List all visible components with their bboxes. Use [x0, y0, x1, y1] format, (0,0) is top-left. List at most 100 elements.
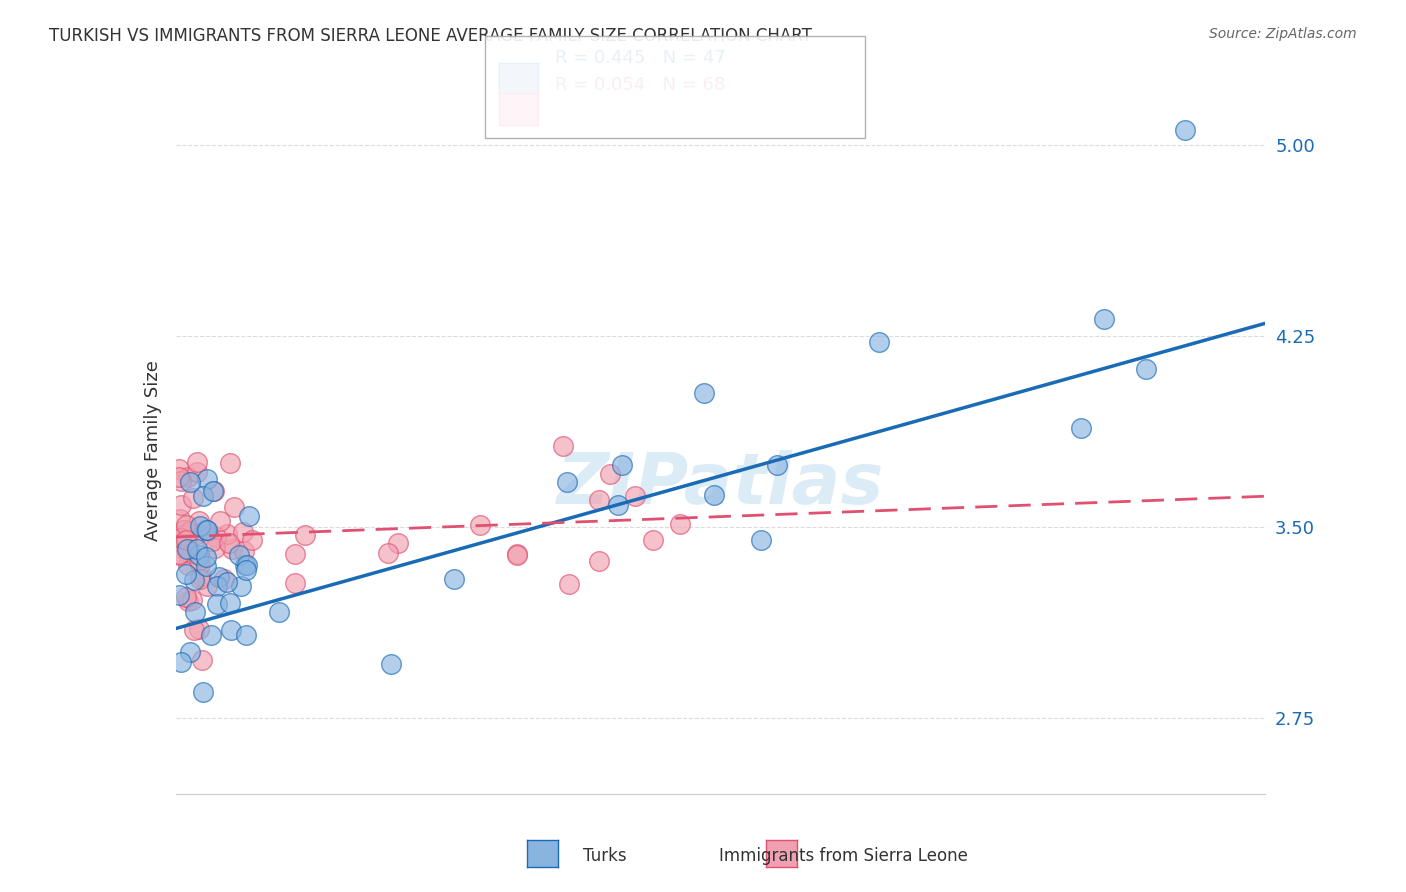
Point [238, 508, 260, 523]
Point [173, 524, 195, 538]
Point [702, 488, 724, 502]
Point [233, 544, 256, 558]
Point [169, 548, 191, 562]
Point [200, 533, 222, 548]
Text: R = 0.445   N = 47: R = 0.445 N = 47 [555, 49, 725, 67]
Point [179, 524, 201, 539]
Point [558, 577, 581, 591]
Point [219, 596, 242, 610]
Point [1135, 362, 1157, 376]
Point [197, 524, 219, 538]
Point [188, 622, 211, 636]
Point [868, 335, 890, 350]
Point [202, 484, 225, 499]
Point [172, 528, 194, 542]
Point [205, 579, 228, 593]
Point [169, 511, 191, 525]
Point [177, 558, 200, 572]
Point [191, 653, 214, 667]
Point [267, 605, 290, 619]
Point [624, 489, 647, 503]
Point [186, 455, 208, 469]
Point [669, 516, 692, 531]
Point [208, 570, 231, 584]
Text: Turks: Turks [582, 847, 627, 865]
Point [169, 588, 191, 602]
Point [377, 546, 399, 560]
Point [174, 518, 197, 533]
Point [233, 558, 256, 573]
Point [221, 541, 243, 556]
Point [169, 470, 191, 484]
Point [177, 594, 200, 608]
Point [284, 548, 307, 562]
Point [186, 527, 208, 541]
Point [179, 475, 201, 489]
Point [588, 492, 610, 507]
Text: TURKISH VS IMMIGRANTS FROM SIERRA LEONE AVERAGE FAMILY SIZE CORRELATION CHART: TURKISH VS IMMIGRANTS FROM SIERRA LEONE … [49, 27, 813, 45]
Point [765, 458, 787, 472]
Point [186, 465, 208, 479]
Point [551, 439, 574, 453]
Point [217, 526, 239, 541]
Point [195, 579, 218, 593]
Point [170, 655, 193, 669]
Point [693, 386, 716, 401]
Point [181, 491, 204, 505]
Point [183, 605, 205, 619]
Point [186, 542, 208, 557]
Point [188, 572, 211, 586]
Point [612, 458, 634, 472]
Point [208, 514, 231, 528]
Point [1070, 421, 1092, 435]
Point [205, 530, 228, 544]
Point [174, 567, 197, 582]
Point [212, 573, 235, 587]
Point [749, 533, 772, 547]
Point [201, 483, 224, 498]
Point [170, 499, 193, 513]
Point [169, 547, 191, 561]
Point [232, 524, 254, 539]
Point [176, 539, 198, 553]
Point [284, 575, 307, 590]
Point [179, 644, 201, 658]
Point [224, 500, 246, 514]
Point [240, 533, 263, 548]
Point [174, 591, 197, 605]
Text: Source: ZipAtlas.com: Source: ZipAtlas.com [1209, 27, 1357, 41]
Text: ZIPatlas: ZIPatlas [557, 450, 884, 519]
Point [294, 527, 316, 541]
Point [188, 514, 211, 528]
Point [643, 533, 665, 547]
Point [176, 533, 198, 547]
Point [555, 475, 578, 489]
Point [172, 536, 194, 550]
Point [188, 519, 211, 533]
Point [1174, 123, 1197, 137]
Point [194, 549, 217, 564]
Point [170, 474, 193, 488]
Point [193, 489, 215, 503]
Point [169, 533, 191, 548]
Point [195, 559, 218, 574]
Point [179, 546, 201, 560]
Point [181, 593, 204, 607]
Point [183, 573, 205, 587]
Point [176, 542, 198, 557]
Point [607, 498, 630, 512]
Point [194, 523, 217, 537]
Point [174, 541, 197, 555]
Point [183, 623, 205, 637]
Y-axis label: Average Family Size: Average Family Size [143, 360, 162, 541]
Point [380, 657, 402, 671]
Point [195, 472, 218, 486]
Point [235, 628, 257, 642]
Point [505, 548, 527, 562]
Point [235, 563, 257, 577]
Point [191, 684, 214, 698]
Point [219, 624, 242, 638]
Point [218, 536, 240, 550]
Text: R = 0.054   N = 68: R = 0.054 N = 68 [555, 76, 725, 94]
Point [1092, 312, 1115, 326]
